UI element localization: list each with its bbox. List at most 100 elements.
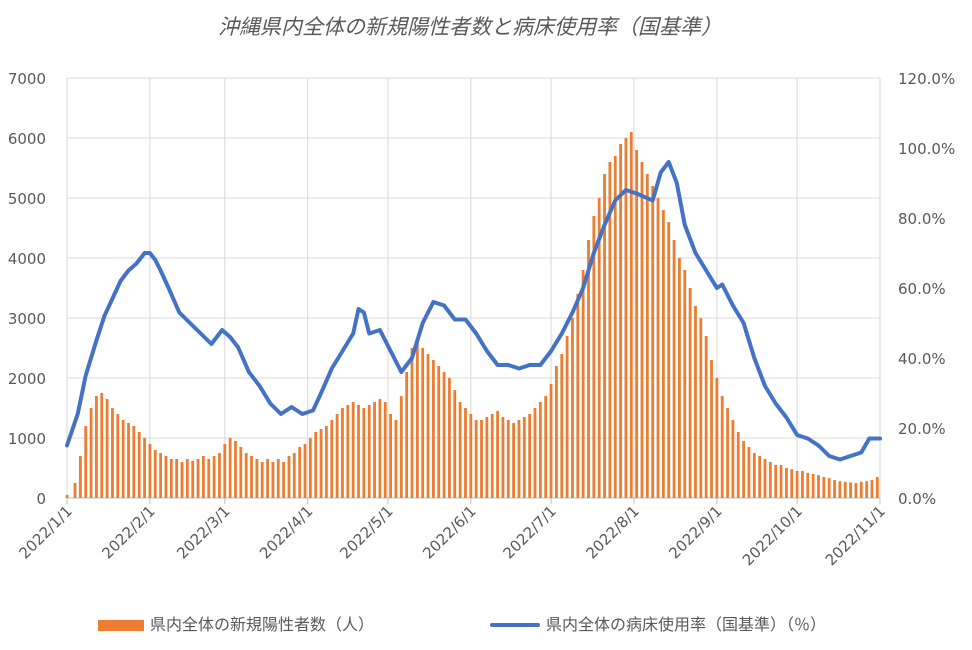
bar [437, 366, 441, 498]
bar [613, 156, 617, 498]
bar [720, 396, 724, 498]
bar [121, 420, 125, 498]
bar [298, 447, 302, 498]
bar [549, 384, 553, 498]
bar [330, 420, 334, 498]
bar [351, 402, 355, 498]
bar [282, 462, 286, 498]
bar [538, 402, 542, 498]
bar [105, 399, 109, 498]
y-right-tick-label: 80.0% [898, 210, 946, 228]
bar [522, 417, 526, 498]
bar [169, 459, 173, 498]
y-left-tick-label: 6000 [8, 130, 46, 148]
bar [95, 396, 98, 498]
bar [399, 396, 403, 498]
x-tick-label: 2022/1/1 [15, 502, 75, 562]
bar [335, 414, 339, 498]
y-right-tick-label: 120.0% [898, 70, 955, 88]
bar [378, 399, 382, 498]
line-series [65, 160, 882, 462]
bar [635, 150, 639, 498]
bar [667, 222, 671, 498]
bar [581, 270, 585, 498]
y-right-tick-label: 60.0% [898, 280, 946, 298]
x-tick-label: 2022/8/1 [582, 502, 642, 562]
bar [629, 132, 633, 498]
bar [811, 474, 815, 498]
y-left-tick-label: 1000 [8, 430, 46, 448]
x-tick-label: 2022/11/1 [822, 502, 889, 569]
bar [603, 174, 606, 498]
bar [442, 372, 446, 498]
bar [747, 447, 751, 498]
bar [651, 186, 655, 498]
bar [544, 396, 548, 498]
bar [774, 465, 778, 498]
bar [838, 481, 842, 498]
bar [255, 459, 259, 498]
bar [341, 408, 344, 498]
bar [827, 478, 831, 498]
gridlines [66, 77, 881, 504]
bar [201, 456, 205, 498]
y-right-tick-label: 100.0% [898, 140, 955, 158]
bar [89, 408, 93, 498]
legend: 県内全体の新規陽性者数（人） 県内全体の病床使用率（国基準）（％） [98, 615, 826, 634]
bar [592, 216, 596, 498]
bar [143, 438, 146, 498]
y-right-tick-label: 20.0% [898, 420, 946, 438]
bar [111, 408, 114, 498]
bar [137, 432, 141, 498]
bar [308, 438, 312, 498]
bar [431, 360, 435, 498]
bar [458, 402, 462, 498]
bar [817, 475, 820, 498]
y-left-tick-label: 4000 [8, 250, 46, 268]
bar [694, 306, 697, 498]
x-tick-label: 2022/4/1 [256, 502, 316, 562]
bar [196, 459, 200, 498]
x-tick-label: 2022/9/1 [665, 502, 725, 562]
bar [415, 342, 419, 498]
bar [474, 420, 478, 498]
y-left-tick-label: 2000 [8, 370, 46, 388]
bar [624, 138, 628, 498]
bar [731, 420, 735, 498]
y-left-tick-label: 7000 [8, 70, 46, 88]
bar [469, 414, 473, 498]
bar [704, 336, 708, 498]
bar [148, 444, 152, 498]
chart-title: 沖縄県内全体の新規陽性者数と病床使用率（国基準） [218, 15, 722, 39]
bar [517, 420, 521, 498]
x-tick-label: 2022/7/1 [500, 502, 560, 562]
bar [228, 438, 232, 498]
bar [421, 348, 425, 498]
bar [325, 426, 328, 498]
bar [683, 270, 687, 498]
bar [576, 294, 580, 498]
bed-occupancy-line [65, 160, 882, 462]
bar [426, 354, 430, 498]
bar [528, 414, 532, 498]
x-tick-label: 2022/5/1 [336, 502, 396, 562]
bar-series [65, 132, 879, 498]
bar [678, 258, 681, 498]
bar [742, 441, 746, 498]
bar [560, 354, 564, 498]
bar [127, 423, 130, 498]
bar [116, 414, 120, 498]
bar [260, 462, 264, 498]
bar [490, 414, 494, 498]
bar [271, 462, 275, 498]
bar [383, 402, 387, 498]
x-axis-ticks: 2022/1/1 2022/2/1 2022/3/1 2022/4/1 2022/5/1… [15, 502, 888, 569]
bar [587, 240, 590, 498]
bar [822, 477, 826, 498]
bar [234, 441, 237, 498]
bar [223, 444, 227, 498]
bar [357, 405, 360, 498]
bar [410, 348, 414, 498]
bar [84, 426, 88, 498]
x-tick-label: 2022/10/1 [739, 502, 806, 569]
